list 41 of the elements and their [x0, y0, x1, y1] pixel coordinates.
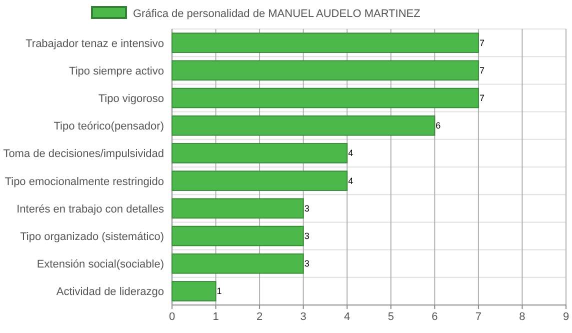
data-label: 3: [304, 258, 310, 269]
data-label: 3: [304, 231, 310, 241]
y-tick-label: Trabajador tenaz e intensivo: [26, 38, 164, 50]
y-tick-label: Tipo siempre activo: [69, 65, 164, 78]
data-label: 7: [479, 65, 484, 76]
data-label: 7: [479, 38, 484, 48]
legend-label: Gráfica de personalidad de MANUEL AUDELO MARTINEZ: [133, 8, 421, 20]
x-tick-label: 1: [212, 311, 219, 323]
x-tick-label: 9: [562, 311, 570, 323]
x-tick-label: 7: [475, 311, 482, 323]
data-label: 3: [304, 203, 310, 214]
data-label: 4: [348, 148, 354, 158]
x-tick-label: 4: [344, 311, 350, 323]
data-label: 1: [216, 286, 222, 296]
bar: [172, 170, 348, 191]
y-tick-label: Actividad de liderazgo: [56, 286, 164, 298]
x-tick-label: 3: [300, 311, 306, 323]
data-label: 7: [479, 93, 484, 103]
y-tick-label: Tipo vigoroso: [98, 93, 164, 105]
bar: [172, 143, 348, 164]
data-label: 6: [436, 120, 441, 131]
y-tick-label: Toma de decisiones/impulsividad: [3, 148, 164, 160]
bar: [172, 32, 479, 53]
bar: [172, 88, 479, 108]
bar: [172, 60, 479, 81]
x-tick-label: 0: [168, 311, 176, 323]
bar: [172, 198, 304, 219]
x-tick-label: 2: [256, 311, 263, 323]
data-label: 4: [348, 176, 354, 186]
y-tick-label: Extensión social(sociable): [36, 258, 164, 271]
y-tick-label: Tipo organizado (sistemático): [20, 231, 164, 243]
y-tick-label: Tipo teórico(pensador): [54, 120, 164, 133]
bar: [172, 253, 304, 274]
x-tick-label: 6: [432, 311, 438, 323]
x-tick-label: 5: [388, 311, 394, 323]
bar: [172, 281, 216, 302]
bar: [172, 115, 436, 136]
x-tick-label: 8: [519, 311, 526, 323]
y-tick-label: Interés en trabajo con detalles: [16, 203, 164, 216]
y-tick-label: Tipo emocionalmente restringido: [4, 176, 164, 188]
bar: [172, 226, 304, 246]
